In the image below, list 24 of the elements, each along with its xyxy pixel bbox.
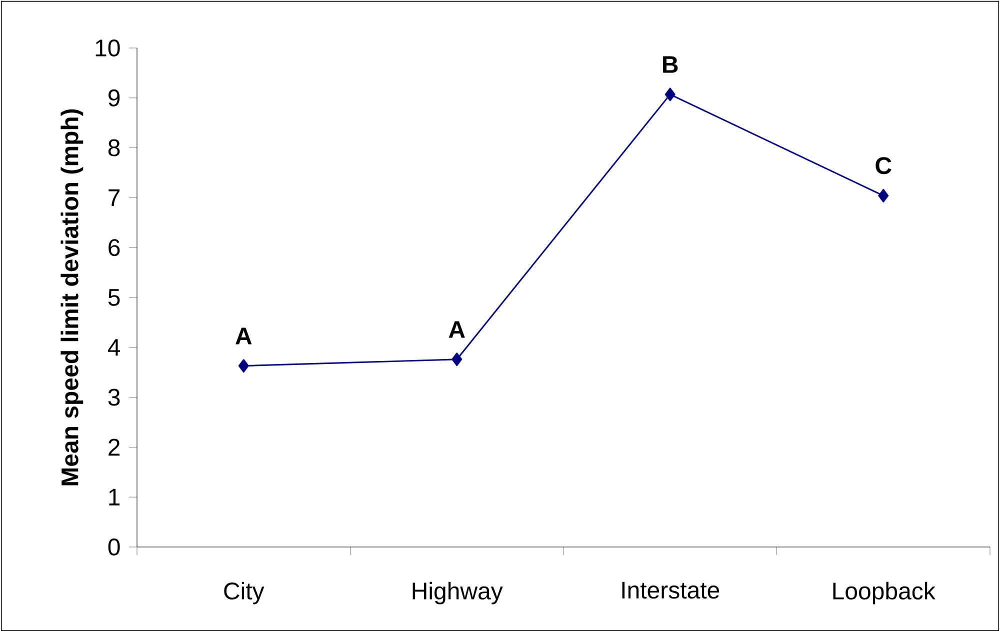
y-tick-label: 2 bbox=[108, 438, 120, 456]
x-tick-label: Loopback bbox=[833, 582, 936, 604]
x-tick-label: Interstate bbox=[622, 582, 720, 599]
y-tick-label: 4 bbox=[108, 339, 120, 356]
annotation: A bbox=[236, 328, 252, 344]
y-axis-title: Mean speed limit deviation (mph) bbox=[60, 109, 84, 486]
y-tick-label: 9 bbox=[108, 89, 120, 106]
point bbox=[452, 352, 462, 366]
y-tick-label: 6 bbox=[108, 239, 120, 256]
annotation: C bbox=[876, 157, 892, 174]
annotation: A bbox=[448, 321, 465, 338]
y-tick-label: 0 bbox=[108, 538, 120, 556]
point bbox=[664, 88, 676, 102]
point bbox=[878, 188, 889, 202]
point bbox=[238, 359, 249, 373]
y-tick-label: 7 bbox=[108, 189, 120, 206]
y-tick-label: 5 bbox=[108, 289, 120, 306]
y-tick-label: 10 bbox=[96, 39, 120, 56]
y-tick-label: 1 bbox=[109, 488, 120, 506]
annotation: B bbox=[663, 56, 678, 73]
y-tick-label: 8 bbox=[108, 139, 120, 156]
x-tick-label: Highway bbox=[412, 582, 503, 604]
x-tick-label: City bbox=[224, 582, 264, 604]
y-tick-label: 3 bbox=[108, 388, 120, 406]
